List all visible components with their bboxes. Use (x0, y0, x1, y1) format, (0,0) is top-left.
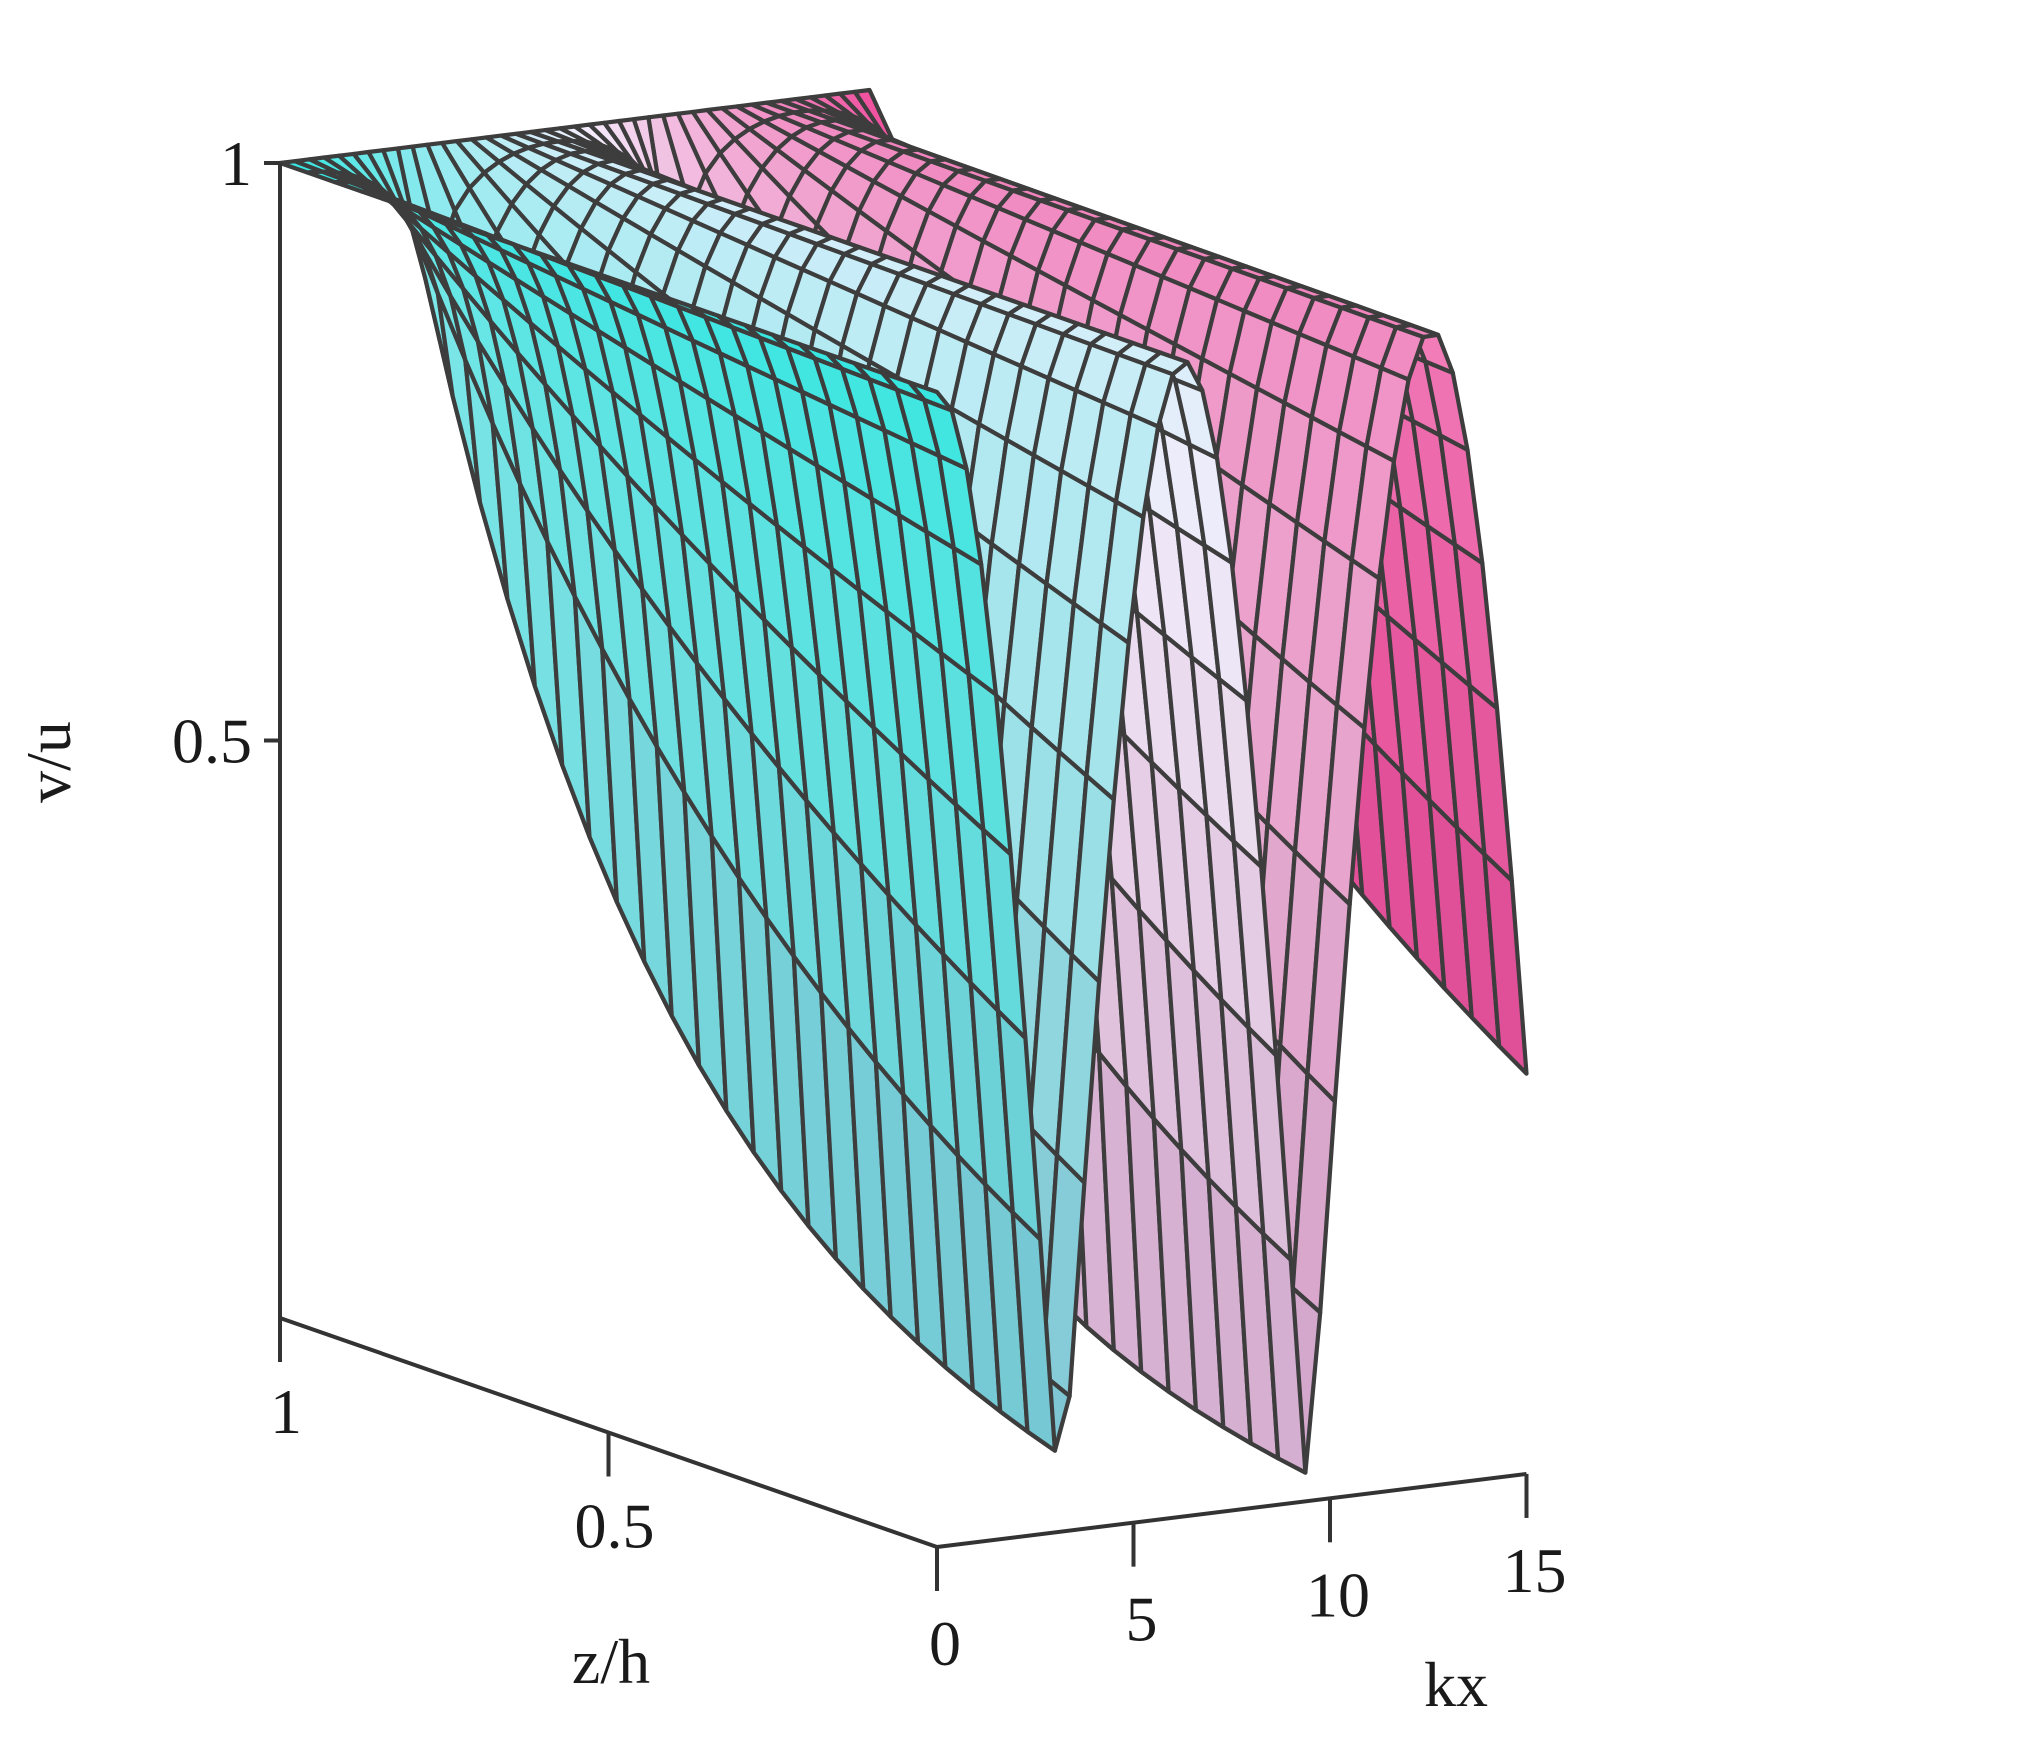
y-tick-label: 0.5 (575, 1491, 655, 1562)
x-tick-label: 15 (1503, 1535, 1567, 1606)
axes: 0 5 10 15 0.5 1 0.5 1 (172, 128, 1567, 1679)
axis-labels: v/u z/h kx (13, 721, 1488, 1720)
surface-patch (907, 380, 954, 413)
y-tick-label: 1 (270, 1376, 302, 1447)
surface-mesh (277, 87, 1529, 1475)
z-axis-title: v/u (13, 721, 84, 803)
y-axis-title: z/h (572, 1626, 650, 1697)
z-tick-label: 1 (220, 128, 252, 199)
x-tick-label: 5 (1126, 1584, 1158, 1655)
x-axis-title: kx (1424, 1649, 1488, 1720)
z-tick-label: 0.5 (172, 706, 252, 777)
x-axis-line (936, 1471, 1527, 1549)
surface-patch (1482, 852, 1529, 1076)
x-tick-label: 10 (1306, 1559, 1370, 1630)
x-tick-label: 0 (929, 1608, 961, 1679)
